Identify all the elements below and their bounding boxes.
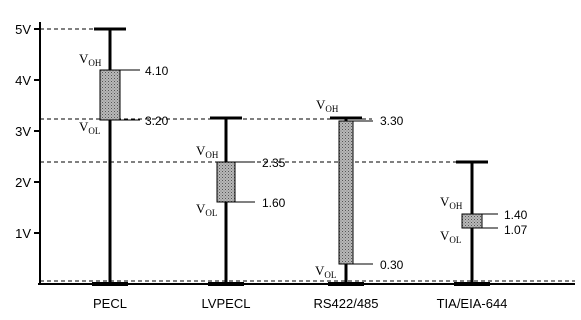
voh-value: 1.40 bbox=[504, 208, 528, 222]
vol-value: 1.60 bbox=[262, 196, 286, 210]
category-label: LVPECL bbox=[202, 296, 251, 311]
category-label: PECL bbox=[93, 296, 127, 311]
voh-value: 2.35 bbox=[262, 156, 286, 170]
vol-value: 1.07 bbox=[504, 223, 528, 237]
vol-symbol: VOL bbox=[315, 263, 336, 280]
voh-symbol: VOH bbox=[440, 194, 463, 211]
vol-value: 0.30 bbox=[380, 258, 404, 272]
voh-symbol: VOH bbox=[196, 143, 219, 160]
category-label: RS422/485 bbox=[313, 296, 378, 311]
voh-value: 3.30 bbox=[380, 114, 404, 128]
axis-tick-label: 1V bbox=[15, 226, 31, 241]
swing-box bbox=[99, 69, 121, 121]
reference-lines bbox=[40, 28, 575, 282]
vol-value: 3.20 bbox=[145, 114, 169, 128]
voh-value: 4.10 bbox=[145, 64, 169, 78]
category-label: TIA/EIA-644 bbox=[437, 296, 508, 311]
swing-box bbox=[338, 120, 354, 265]
vol-symbol: VOL bbox=[196, 201, 217, 218]
standard-tia-eia-644: 1.40 1.07 VOH VOL TIA/EIA-644 bbox=[437, 160, 528, 311]
standard-pecl: 4.10 3.20 VOH VOL PECL bbox=[79, 27, 169, 311]
voh-symbol: VOH bbox=[316, 97, 339, 114]
swing-box bbox=[216, 161, 236, 203]
vol-symbol: VOL bbox=[79, 119, 100, 136]
axis-tick-label: 4V bbox=[15, 73, 31, 88]
standard-lvpecl: 2.35 1.60 VOH VOL LVPECL bbox=[196, 116, 286, 311]
swing-box bbox=[461, 213, 483, 229]
axis-tick-label: 3V bbox=[15, 124, 31, 139]
axis-tick-label: 2V bbox=[15, 175, 31, 190]
voh-symbol: VOH bbox=[79, 51, 102, 68]
vol-symbol: VOL bbox=[440, 228, 461, 245]
standard-rs422-485: 3.30 0.30 VOH VOL RS422/485 bbox=[313, 97, 403, 311]
axis-tick-label: 5V bbox=[15, 22, 31, 37]
